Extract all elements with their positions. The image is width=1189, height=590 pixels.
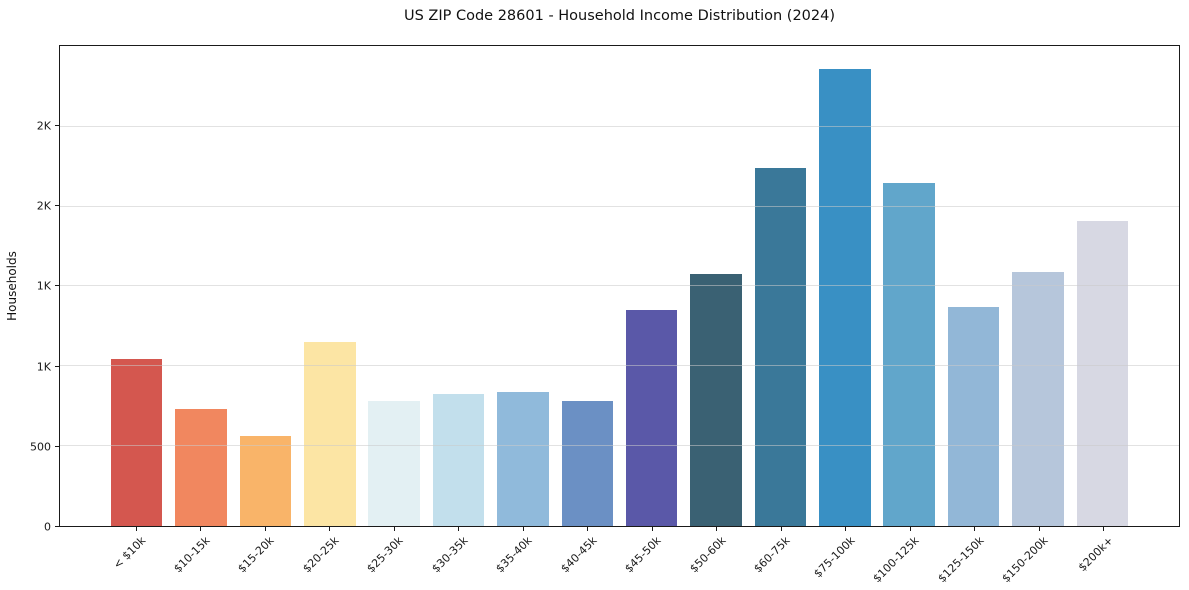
- x-tick-label: $45-50k: [622, 534, 664, 576]
- x-tick-mark: [329, 527, 331, 531]
- bar: [432, 394, 485, 526]
- x-tick-label: $60-75k: [751, 534, 793, 576]
- x-tick-label: $50-60k: [687, 534, 729, 576]
- y-tick-mark: [55, 365, 59, 367]
- x-tick-mark: [651, 527, 653, 531]
- x-tick-label: $10-15k: [171, 534, 213, 576]
- bar: [690, 274, 742, 526]
- y-tick-label: 0: [44, 520, 51, 534]
- y-tick-label: 2K: [36, 199, 51, 213]
- bar: [239, 435, 292, 526]
- plot-area: [59, 45, 1180, 527]
- bar: [497, 391, 549, 526]
- bar: [947, 307, 1000, 526]
- x-tick-mark: [780, 527, 782, 531]
- y-tick-label: 500: [30, 440, 51, 454]
- y-tick-mark: [55, 285, 59, 287]
- y-axis-label: Households: [5, 251, 20, 321]
- bar: [175, 408, 227, 526]
- y-tick-mark: [55, 445, 59, 447]
- gridline: [60, 445, 1179, 447]
- x-tick-mark: [135, 527, 137, 531]
- x-tick-mark: [1103, 527, 1105, 531]
- x-tick-label: $25-30k: [364, 534, 406, 576]
- bar: [883, 182, 935, 526]
- y-tick-label: 1K: [36, 360, 51, 374]
- x-tick-label: $200k+: [1075, 534, 1116, 575]
- y-tick-label: 1K: [36, 279, 51, 293]
- bar: [561, 400, 614, 526]
- y-tick-label: 2K: [36, 119, 51, 133]
- x-tick-label: $30-35k: [429, 534, 471, 576]
- gridline: [60, 125, 1179, 127]
- x-tick-mark: [845, 527, 847, 531]
- x-tick-mark: [264, 527, 266, 531]
- x-tick-mark: [522, 527, 524, 531]
- x-tick-label: $100-125k: [870, 534, 922, 586]
- bar: [625, 310, 678, 526]
- x-tick-label: $40-45k: [558, 534, 600, 576]
- y-tick-mark: [55, 526, 59, 527]
- bar: [1076, 220, 1129, 526]
- y-tick-mark: [55, 205, 59, 207]
- gridline: [60, 285, 1179, 287]
- x-tick-label: $20-25k: [300, 534, 342, 576]
- x-tick-label: $15-20k: [235, 534, 277, 576]
- x-tick-mark: [909, 527, 911, 531]
- x-tick-mark: [716, 527, 718, 531]
- bar: [368, 401, 420, 526]
- x-tick-mark: [393, 527, 395, 531]
- y-axis-label-wrap: Households: [0, 45, 24, 527]
- bar: [1012, 272, 1064, 526]
- x-tick-label: $125-150k: [935, 534, 987, 586]
- bar: [819, 69, 871, 526]
- x-tick-mark: [1038, 527, 1040, 531]
- x-tick-label: < $10k: [110, 534, 148, 572]
- x-tick-label: $150-200k: [999, 534, 1051, 586]
- bar: [110, 359, 163, 526]
- y-tick-mark: [55, 125, 59, 126]
- chart-title: US ZIP Code 28601 - Household Income Dis…: [403, 8, 836, 24]
- bar: [304, 342, 356, 526]
- x-tick-label: $75-100k: [811, 534, 858, 581]
- x-tick-mark: [974, 527, 976, 531]
- bar: [754, 168, 807, 526]
- x-tick-mark: [458, 527, 460, 531]
- gridline: [60, 365, 1179, 367]
- x-tick-label: $35-40k: [493, 534, 535, 576]
- gridline: [60, 205, 1179, 207]
- x-tick-mark: [200, 527, 202, 531]
- x-tick-mark: [587, 527, 589, 531]
